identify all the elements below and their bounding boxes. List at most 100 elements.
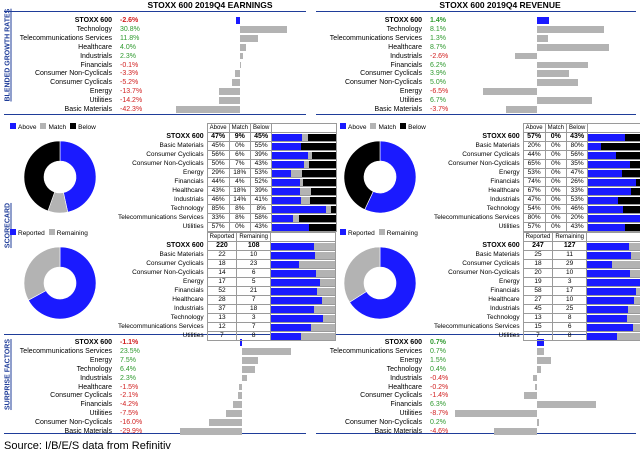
stacked-bar: [588, 214, 640, 222]
stacked-bar: [587, 296, 640, 304]
stacked-bar: [271, 260, 335, 268]
category-label: Utilities: [399, 410, 422, 418]
bar-segment: [271, 242, 314, 250]
table-row: Healthcare 28 7: [116, 295, 336, 305]
value-label: -13.7%: [120, 88, 143, 96]
value-label: 6.3%: [430, 401, 446, 409]
cell-value: 55%: [249, 141, 273, 151]
table-row: Consumer Cyclicals 44% 0% 56%: [432, 150, 640, 160]
category-label: Financials: [80, 61, 112, 69]
cell-value: 44%: [206, 177, 230, 187]
bar-segment: [587, 251, 632, 259]
table-row: Energy 53% 0% 47%: [432, 168, 640, 178]
cell-value: 47%: [522, 195, 546, 205]
bar-cell: [586, 286, 640, 296]
value-label: 7.5%: [120, 356, 136, 364]
bar: [240, 34, 258, 42]
bar-cell: [271, 159, 338, 169]
row-label: Technology: [486, 314, 520, 321]
bar: [242, 347, 291, 355]
bar-segment: [272, 196, 302, 204]
table-row: Utilities 7 8: [432, 331, 640, 341]
cell-value: 52%: [249, 177, 273, 187]
cell-value: 57%: [522, 222, 546, 232]
cell-value: 67%: [522, 186, 546, 196]
value-label: -0.1%: [120, 61, 139, 69]
bar: [515, 52, 537, 60]
category-label: Energy: [399, 356, 422, 364]
bar: [239, 339, 242, 346]
row-label: STOXX 600: [166, 133, 204, 140]
value-label: -1.4%: [430, 392, 449, 400]
stacked-bar: [272, 196, 337, 204]
legend-remaining: Remaining: [48, 229, 88, 237]
bar: [226, 410, 242, 418]
cell-value: 8: [552, 331, 587, 341]
value-label: -0.4%: [430, 374, 449, 382]
bar-segment: [299, 187, 312, 195]
column-header: Match: [544, 123, 567, 133]
category-label: Healthcare: [78, 43, 112, 51]
value-label: 0.4%: [430, 365, 446, 373]
row-label: Consumer Cyclicals: [462, 260, 520, 267]
table-row: Technology 85% 8% 8%: [116, 204, 338, 214]
donut-slice: [59, 140, 97, 213]
rule-bottom-left: [4, 433, 306, 435]
cell-value: 6%: [228, 150, 251, 160]
category-label: Consumer Cyclicals: [360, 70, 422, 78]
bar: [537, 356, 552, 364]
cell-value: 0%: [544, 150, 567, 160]
revenue-reported-donut: [343, 246, 417, 320]
table-row: Consumer Cyclicals 18 29: [432, 259, 640, 269]
row-label: Financials: [174, 287, 204, 294]
row-label: Utilities: [182, 332, 204, 339]
category-label: Energy: [89, 88, 112, 96]
value-label: -8.7%: [430, 410, 449, 418]
row-label: Telecommunications Services: [434, 214, 520, 221]
row-label: STOXX 600: [166, 242, 204, 249]
stacked-bar: [588, 187, 640, 195]
bar: [533, 374, 537, 382]
cell-value: 108: [236, 241, 271, 251]
stacked-bar: [271, 242, 335, 250]
bar-segment: [310, 196, 337, 204]
cell-value: 25: [552, 304, 587, 314]
row-label: Telecommunications Services: [434, 323, 520, 330]
category-label: Energy: [399, 88, 422, 96]
bar: [483, 88, 537, 96]
category-label: Industrials: [80, 374, 112, 382]
bar-cell: [587, 168, 640, 178]
category-label: Healthcare: [388, 43, 422, 51]
bar-segment: [616, 332, 640, 340]
table-row: Technology 13 3: [116, 313, 336, 323]
cell-value: 74%: [522, 177, 546, 187]
bar: [537, 25, 605, 33]
stacked-bar: [587, 242, 640, 250]
category-label: Consumer Non-Cyclicals: [344, 79, 422, 87]
table-row: Telecommunications Services 12 7: [116, 322, 336, 332]
cell-value: 0%: [544, 141, 567, 151]
bar-segment: [618, 196, 640, 204]
table-header-blank: [432, 233, 523, 242]
cell-value: 0%: [544, 204, 567, 214]
cell-value: 18: [236, 304, 271, 314]
cell-value: 25: [522, 250, 554, 260]
bar-header-blank: [586, 232, 640, 242]
row-label: Financials: [174, 178, 204, 185]
row-label: Technology: [170, 314, 204, 321]
bar-segment: [302, 169, 337, 177]
bar-segment: [587, 260, 612, 268]
row-label: Healthcare: [172, 187, 204, 194]
category-label: STOXX 600: [384, 339, 422, 346]
bar-segment: [588, 142, 602, 150]
row-label: Financials: [490, 178, 520, 185]
category-label: Utilities: [89, 410, 112, 418]
value-label: -6.5%: [430, 88, 449, 96]
cell-value: 45%: [249, 132, 273, 142]
bar: [218, 97, 240, 104]
row-label: Healthcare: [488, 296, 520, 303]
value-label: 5.0%: [430, 79, 446, 87]
stacked-bar: [272, 205, 337, 213]
cell-value: 0%: [544, 186, 567, 196]
bar-segment: [316, 287, 335, 295]
